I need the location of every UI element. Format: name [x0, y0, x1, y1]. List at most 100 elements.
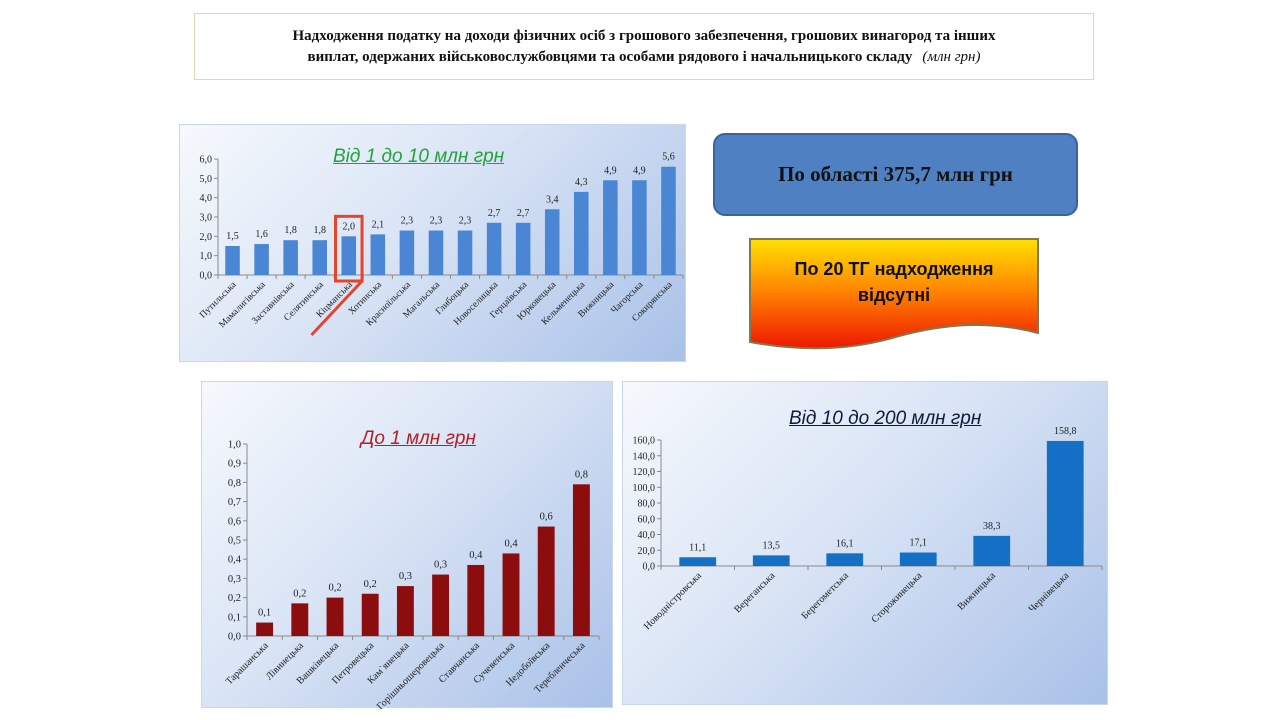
bar	[312, 240, 327, 275]
chart-10-to-200-svg: 0,0 20,0 40,0 60,0 80,0 100,0 120,0 140,0 160,0 1…	[633, 426, 1103, 632]
data-label: 0,2	[293, 588, 306, 599]
bar	[399, 230, 415, 275]
bar	[661, 166, 676, 275]
bar	[225, 246, 240, 275]
data-label: 1,5	[226, 231, 239, 242]
bar	[572, 484, 590, 636]
y-tick-label: 1,0	[228, 440, 241, 451]
page-title: Надходження податку на доходи фізичних о…	[194, 13, 1094, 80]
data-label: 2,7	[488, 208, 501, 219]
title-line-2-text: виплат, одержаних військовослужбовцями т…	[307, 49, 913, 65]
category-label: Вереганська	[732, 570, 777, 615]
y-tick-label: 140,0	[633, 451, 656, 462]
category-label: Горішньошеровецька	[375, 640, 447, 709]
y-tick-label: 6,0	[200, 155, 213, 166]
y-tick-label: 0,6	[228, 516, 241, 527]
category-label: Тарашанська	[224, 640, 271, 687]
chart-panel-under-1: 0,0 0,1 0,2 0,3 0,4 0,5 0,6 0,7 0,8 0,9 1,0 0,1 Тара…	[201, 381, 613, 709]
bar	[283, 240, 298, 275]
data-label: 2,7	[517, 208, 530, 219]
data-label: 0,6	[540, 512, 553, 523]
data-label: 1,6	[255, 229, 268, 240]
y-tick-label: 3,0	[200, 213, 213, 224]
chart-1-to-10-svg: 0,01,02,03,04,05,06,01,5Путильська1,6Мам…	[198, 152, 684, 337]
data-label: 0,4	[469, 550, 483, 561]
y-tick-label: 0,0	[228, 632, 241, 643]
bar	[326, 597, 344, 636]
data-label: 2,3	[430, 216, 443, 227]
bar	[973, 535, 1011, 566]
no-receipts-line-2: відсутні	[857, 285, 931, 305]
y-tick-label: 60,0	[638, 514, 656, 525]
y-tick-label: 80,0	[638, 499, 656, 510]
y-tick-label: 20,0	[638, 546, 656, 557]
chart-title-1-to-10: Від 1 до 10 млн грн	[333, 146, 505, 167]
y-tick-label: 2,0	[200, 232, 213, 243]
y-tick-label: 0,0	[643, 562, 656, 573]
data-label: 158,8	[1054, 426, 1077, 437]
data-label: 1,8	[284, 225, 297, 236]
y-tick-label: 1,0	[200, 251, 213, 262]
bar	[537, 526, 555, 636]
data-label: 0,1	[258, 608, 271, 619]
bar	[396, 586, 414, 636]
data-label: 11,1	[689, 542, 706, 553]
bar	[826, 553, 864, 566]
data-label: 2,3	[459, 216, 472, 227]
chart-title-10-to-200: Від 10 до 200 млн грн	[789, 408, 982, 429]
bar	[632, 180, 647, 275]
bar	[574, 191, 589, 275]
data-label: 38,3	[983, 521, 1001, 532]
oblast-total-text: По області 375,7 млн грн	[778, 162, 1013, 186]
y-tick-label: 0,3	[228, 574, 241, 585]
chart-title-under-1: До 1 млн грн	[361, 428, 476, 449]
bar	[256, 622, 274, 636]
category-label: Вижницька	[956, 570, 999, 613]
title-line-2: виплат, одержаних військовослужбовцями т…	[195, 47, 1093, 68]
y-tick-label: 0,2	[228, 593, 241, 604]
title-unit: (млн грн)	[922, 49, 981, 65]
bar	[752, 555, 790, 566]
bar	[515, 222, 531, 275]
data-label: 16,1	[836, 538, 854, 549]
category-label: Сторожинецька	[869, 570, 924, 625]
bar	[467, 564, 485, 636]
data-label: 2,1	[372, 219, 385, 230]
y-tick-label: 120,0	[633, 467, 656, 478]
y-tick-label: 40,0	[638, 530, 656, 541]
data-label: 2,0	[343, 221, 356, 232]
bar	[603, 180, 618, 275]
data-label: 3,4	[546, 194, 559, 205]
data-label: 0,2	[364, 579, 377, 590]
data-label: 5,6	[662, 152, 675, 163]
y-tick-label: 0,7	[228, 497, 241, 508]
highlight-frame	[334, 214, 364, 283]
title-line-1: Надходження податку на доходи фізичних о…	[292, 28, 996, 44]
bar	[370, 234, 386, 275]
data-label: 2,3	[401, 216, 414, 227]
y-tick-label: 100,0	[633, 483, 656, 494]
bar	[254, 244, 269, 275]
data-label: 4,9	[604, 165, 617, 176]
no-receipts-shape	[749, 238, 1039, 350]
data-label: 4,9	[633, 165, 646, 176]
data-label: 13,5	[763, 540, 781, 551]
bar	[361, 593, 379, 636]
category-label: Чернівецька	[1027, 570, 1072, 615]
y-tick-label: 4,0	[200, 193, 213, 204]
y-tick-label: 0,5	[228, 536, 241, 547]
y-tick-label: 0,8	[228, 478, 241, 489]
no-receipts-box: По 20 ТГ надходження відсутні	[749, 238, 1039, 354]
data-label: 0,3	[434, 560, 447, 571]
y-tick-label: 5,0	[200, 174, 213, 185]
no-receipts-line-1: По 20 ТГ надходження	[794, 259, 994, 279]
bar	[428, 230, 444, 275]
bar	[1046, 440, 1084, 566]
chart-panel-1-to-10: 0,0 1,0 2,0 3,0 4,0 5,0 6,0 1,5 Путильська 1,6 Мам…	[179, 124, 686, 362]
data-label: 4,3	[575, 177, 588, 188]
y-tick-label: 0,0	[200, 271, 213, 282]
highlight-pointer	[310, 279, 364, 337]
bar	[544, 209, 560, 275]
category-label: Новодністровська	[642, 570, 704, 632]
data-label: 0,4	[504, 538, 518, 549]
